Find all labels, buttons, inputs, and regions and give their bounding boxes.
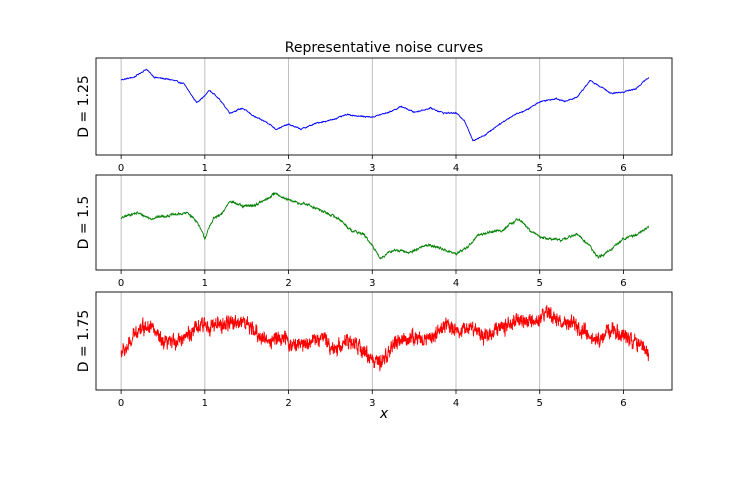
x-tick-label: 0 <box>118 278 124 289</box>
axes-frame <box>95 174 673 271</box>
x-tick-label: 1 <box>202 278 208 289</box>
y-axis-label: D = 1.5 <box>76 196 92 250</box>
x-tick-label: 0 <box>118 398 124 409</box>
panels: 0 1 2 3 4 5 6 D = 1.25 0 1 2 3 4 5 6 D = 1.5 0 1 2 3 4 5 6 D = … <box>76 57 673 409</box>
x-axis-label: x <box>379 406 389 422</box>
x-tick-label: 1 <box>202 163 208 174</box>
x-tick-label: 3 <box>369 163 375 174</box>
x-tick-label: 6 <box>620 398 626 409</box>
x-tick-label: 5 <box>537 278 543 289</box>
x-tick-label: 6 <box>620 278 626 289</box>
panel-3: 0 1 2 3 4 5 6 D = 1.75 <box>76 291 673 409</box>
series-line <box>120 68 650 141</box>
x-tick-label: 5 <box>537 398 543 409</box>
series-line <box>120 191 650 260</box>
y-axis-label: D = 1.25 <box>76 75 92 138</box>
x-tick-label: 2 <box>285 163 291 174</box>
x-tick-label: 3 <box>369 398 375 409</box>
x-tick-label: 5 <box>537 163 543 174</box>
x-tick-label: 4 <box>453 398 459 409</box>
x-tick-label: 4 <box>453 278 459 289</box>
panel-2: 0 1 2 3 4 5 6 D = 1.5 <box>76 174 673 289</box>
x-tick-label: 0 <box>118 163 124 174</box>
x-tick-label: 4 <box>453 163 459 174</box>
axes-frame <box>95 57 673 156</box>
axes-frame <box>95 291 673 391</box>
x-tick-label: 1 <box>202 398 208 409</box>
x-tick-label: 3 <box>369 278 375 289</box>
x-tick-label: 2 <box>285 278 291 289</box>
series-line <box>120 305 650 372</box>
chart-title: Representative noise curves <box>285 40 483 56</box>
panel-1: 0 1 2 3 4 5 6 D = 1.25 <box>76 57 673 174</box>
x-tick-label: 6 <box>620 163 626 174</box>
x-tick-label: 2 <box>285 398 291 409</box>
y-axis-label: D = 1.75 <box>76 310 92 373</box>
